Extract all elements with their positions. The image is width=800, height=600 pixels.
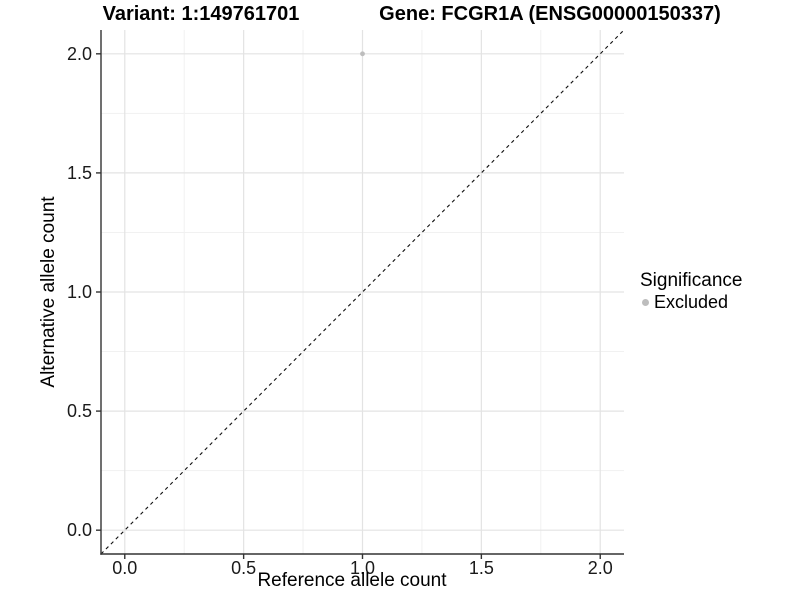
y-axis-title: Alternative allele count <box>38 196 59 388</box>
legend-item-label: Excluded <box>654 292 729 312</box>
x-tick-label: 0.0 <box>112 558 137 578</box>
x-tick-label: 1.5 <box>469 558 494 578</box>
x-tick-label: 2.0 <box>588 558 613 578</box>
y-tick-label: 1.5 <box>67 163 92 183</box>
y-tick-label: 0.0 <box>67 520 92 540</box>
legend-title: Significance <box>640 270 743 291</box>
y-tick-label: 2.0 <box>67 44 92 64</box>
y-tick-label: 0.5 <box>67 401 92 421</box>
plot-title-gene: Gene: FCGR1A (ENSG00000150337) <box>379 3 721 25</box>
x-tick-label: 0.5 <box>231 558 256 578</box>
legend-item-excluded: Excluded <box>640 292 742 312</box>
y-tick-label: 1.0 <box>67 282 92 302</box>
data-point <box>360 51 365 57</box>
x-tick-label: 1.0 <box>350 558 375 578</box>
legend-point-swatch <box>642 298 649 306</box>
x-axis-title: Reference allele count <box>257 570 447 591</box>
legend: Significance Excluded <box>640 270 742 312</box>
plot-title-variant: Variant: 1:149761701 <box>102 3 300 25</box>
identity-reference-line <box>100 29 625 555</box>
